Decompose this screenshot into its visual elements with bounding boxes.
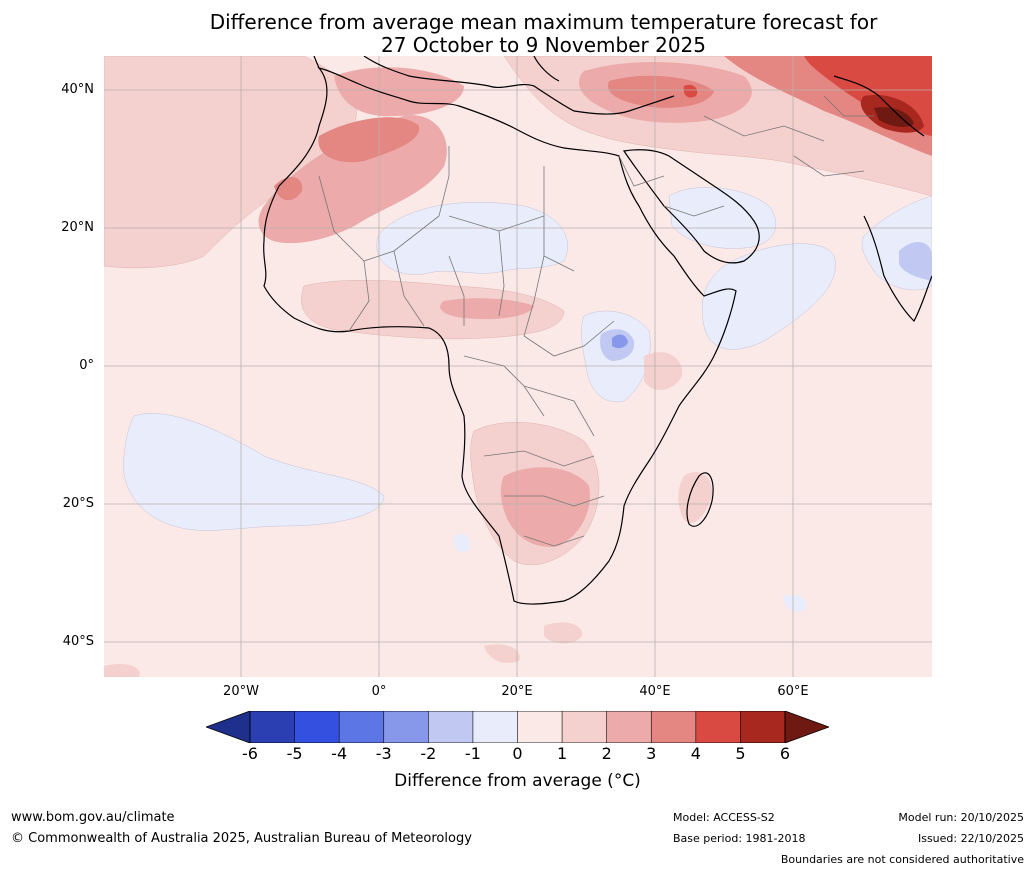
warm-anomaly-regions: [104, 56, 932, 677]
lon-label-20e: 20°E: [501, 684, 533, 699]
lon-label-60e: 60°E: [777, 684, 809, 699]
colorbar-arrow-low: [206, 711, 251, 743]
issued-text: Issued: 22/10/2025: [917, 832, 1024, 845]
coastlines: [263, 56, 932, 605]
east-coastline: [833, 75, 925, 137]
colorbar-tick-label: 6: [779, 744, 791, 763]
colorbar-tick-label: -1: [464, 744, 481, 763]
lon-label-0: 0°: [371, 684, 387, 699]
colorbar-segment: [740, 711, 785, 743]
colorbar-arrow-high: [784, 711, 829, 743]
lat-label-equator: 0°: [79, 358, 94, 373]
europe-coastline: [313, 56, 675, 115]
colorbar-segment: [651, 711, 696, 743]
colorbar-tick-label: 1: [556, 744, 568, 763]
colorbar-label-unit: °C): [613, 771, 641, 791]
website-link[interactable]: www.bom.gov.au/climate: [11, 810, 175, 825]
colorbar-label-text: Difference from average (: [394, 771, 614, 791]
colorbar-segment: [562, 711, 607, 743]
chart-title-line-2: 27 October to 9 November 2025: [380, 33, 707, 57]
base-period-text: Base period: 1981-2018: [673, 832, 806, 845]
colorbar-segment: [339, 711, 384, 743]
colorbar-segment: [517, 711, 563, 743]
colorbar-segment: [606, 711, 652, 743]
copyright-text: © Commonwealth of Australia 2025, Austra…: [11, 831, 472, 846]
colorbar-tick-label: -2: [420, 744, 437, 763]
colorbar-tick-label: -5: [286, 744, 303, 763]
colorbar-tick-label: 3: [646, 744, 657, 763]
colorbar-tick-label: 4: [690, 744, 701, 763]
africa-coastline: [263, 67, 737, 605]
lat-label-20n: 20°N: [61, 220, 94, 235]
colorbar-segment: [294, 711, 340, 743]
colorbar-segment: [695, 711, 741, 743]
colorbar-segment: [383, 711, 429, 743]
graticule: [104, 56, 932, 677]
india-coastline: [863, 215, 932, 322]
colorbar-segment: [472, 711, 518, 743]
lat-label-40s: 40°S: [62, 634, 94, 649]
madagascar-coastline: [686, 472, 714, 527]
lon-label-40e: 40°E: [639, 684, 671, 699]
model-run-text: Model run: 20/10/2025: [898, 811, 1024, 824]
temperature-anomaly-map: [104, 56, 932, 677]
chart-title-line-1: Difference from average mean maximum tem…: [209, 10, 878, 34]
colorbar-tick-label: 0: [512, 744, 523, 763]
country-borders: [318, 95, 874, 547]
colorbar-label: Difference from average (°C): [206, 771, 829, 791]
colorbar-segment: [428, 711, 473, 743]
colorbar-tick-label: 2: [601, 744, 612, 763]
lat-label-40n: 40°N: [61, 82, 94, 97]
disclaimer-text: Boundaries are not considered authoritat…: [780, 853, 1024, 866]
colorbar: [206, 711, 829, 743]
cool-anomaly-regions: [123, 187, 932, 612]
lon-label-20w: 20°W: [223, 684, 259, 699]
colorbar-tick-label: -3: [375, 744, 392, 763]
colorbar-segment: [250, 711, 295, 743]
colorbar-tick-label: -6: [242, 744, 258, 763]
model-text: Model: ACCESS-S2: [673, 811, 775, 824]
colorbar-tick-label: -4: [331, 744, 348, 763]
lat-label-20s: 20°S: [62, 496, 94, 511]
colorbar-tick-label: 5: [735, 744, 746, 763]
